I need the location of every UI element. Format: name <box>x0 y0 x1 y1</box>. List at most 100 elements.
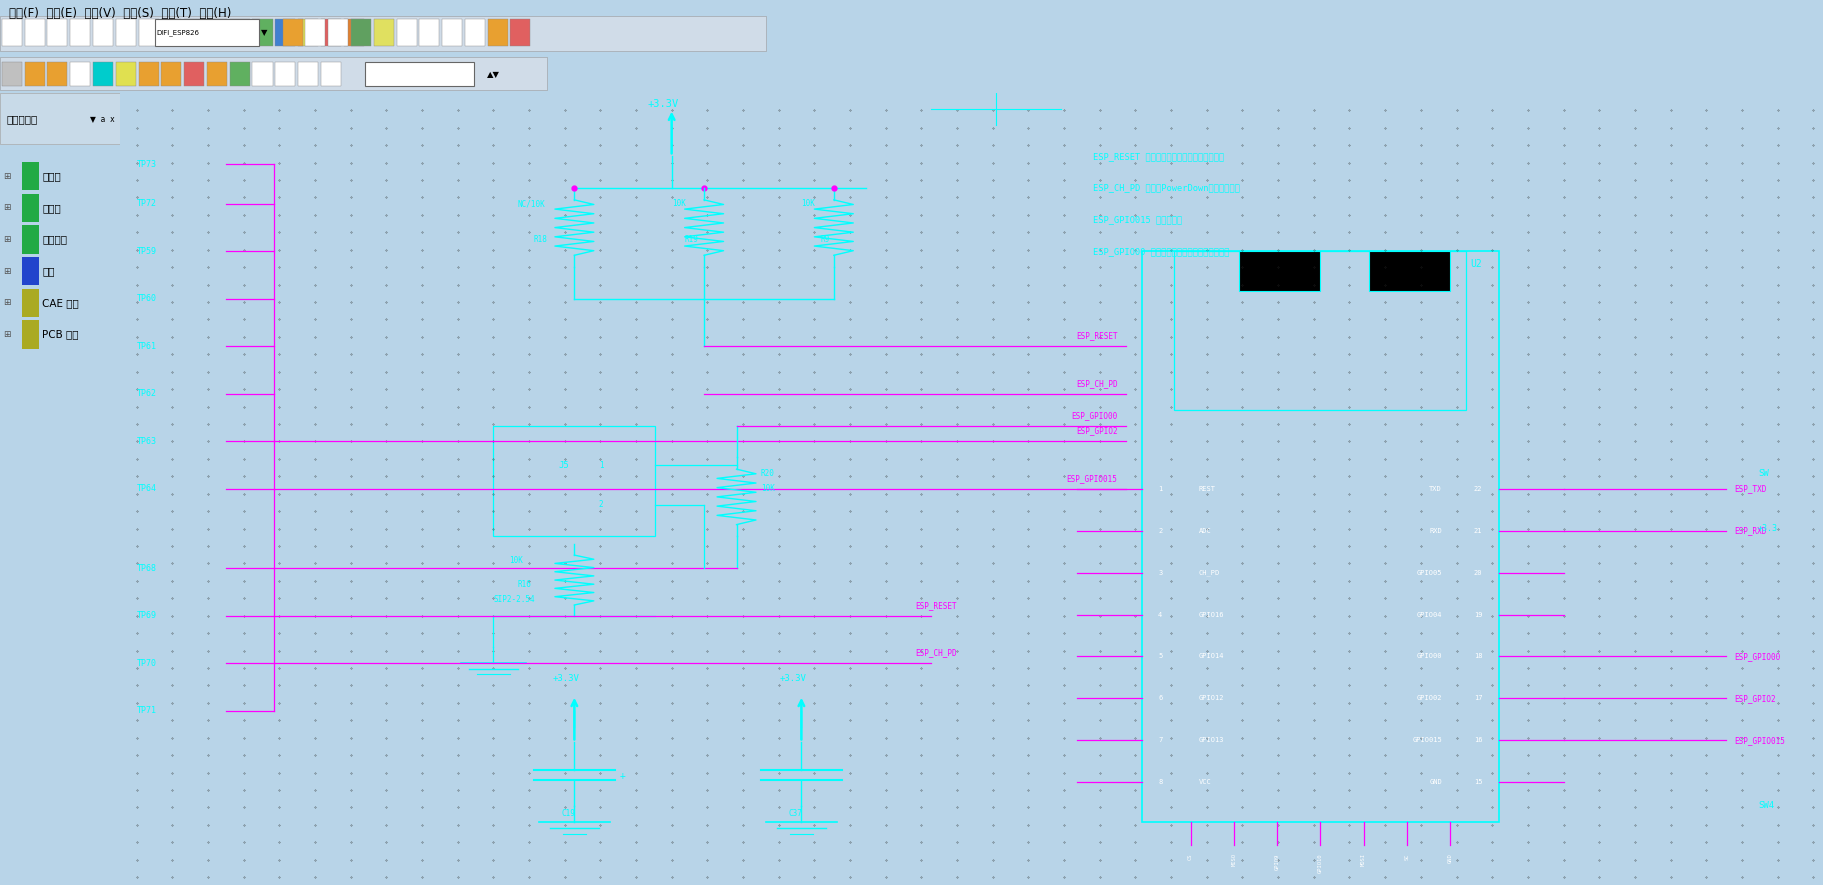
Bar <box>208 19 228 46</box>
Text: 10K: 10K <box>760 484 775 494</box>
Text: ESP_RXD: ESP_RXD <box>1734 527 1766 535</box>
Text: SW: SW <box>1757 469 1768 478</box>
Text: 10K: 10K <box>509 556 523 565</box>
Bar <box>489 19 507 46</box>
Text: U2: U2 <box>1471 259 1482 269</box>
Bar <box>22 162 38 190</box>
Text: ESP_CH_PD: ESP_CH_PD <box>1076 379 1117 388</box>
Text: +: + <box>620 771 625 781</box>
Bar <box>321 62 341 87</box>
Bar <box>230 62 250 87</box>
Text: R18: R18 <box>534 235 547 244</box>
Text: ESP_GPIO015: ESP_GPIO015 <box>1734 735 1785 744</box>
Text: 元件类型: 元件类型 <box>42 235 67 244</box>
Bar <box>71 62 91 87</box>
Bar <box>275 62 295 87</box>
Text: ESP_CH_PD: ESP_CH_PD <box>915 649 957 658</box>
Bar <box>162 19 182 46</box>
Text: TP68: TP68 <box>137 564 157 573</box>
Bar <box>365 62 474 87</box>
Bar <box>350 19 372 46</box>
Text: CS: CS <box>1189 853 1192 860</box>
Bar <box>26 19 44 46</box>
Text: GND: GND <box>1447 853 1453 863</box>
Text: 2: 2 <box>1158 527 1163 534</box>
Text: ESP_TXD: ESP_TXD <box>1734 484 1766 494</box>
Text: 10K: 10K <box>802 199 815 208</box>
Text: ESP_GPIO2: ESP_GPIO2 <box>1734 694 1776 703</box>
Text: ▲▼: ▲▼ <box>487 70 500 79</box>
Bar <box>22 225 38 254</box>
Text: VCC: VCC <box>1200 779 1212 785</box>
Text: 原理图: 原理图 <box>42 171 60 181</box>
Bar <box>139 19 159 46</box>
Text: GPIO16: GPIO16 <box>1200 612 1225 618</box>
Text: TP69: TP69 <box>137 612 157 620</box>
Text: ⊞: ⊞ <box>4 204 11 212</box>
Text: 8: 8 <box>1158 779 1163 785</box>
Bar <box>374 19 394 46</box>
Text: 19: 19 <box>1475 612 1482 618</box>
Text: ESP_RESET: ESP_RESET <box>915 601 957 610</box>
Text: 17: 17 <box>1475 696 1482 701</box>
Bar <box>162 62 182 87</box>
Bar <box>47 62 67 87</box>
Bar <box>208 62 228 87</box>
Text: CAE 封装: CAE 封装 <box>42 298 78 308</box>
Text: GND: GND <box>1429 779 1442 785</box>
Text: 1: 1 <box>1158 486 1163 492</box>
Bar <box>0 16 766 51</box>
Text: 项目浏览器: 项目浏览器 <box>5 114 36 124</box>
Bar <box>230 19 250 46</box>
Text: 21: 21 <box>1475 527 1482 534</box>
Text: +3.3: +3.3 <box>1757 524 1777 533</box>
Bar <box>328 19 348 46</box>
Text: TP70: TP70 <box>137 658 157 667</box>
Text: TP71: TP71 <box>137 706 157 715</box>
Text: ⊞: ⊞ <box>4 172 11 181</box>
Bar <box>117 62 137 87</box>
Text: 7: 7 <box>1158 737 1163 743</box>
Text: MOSI: MOSI <box>1362 853 1365 866</box>
Bar <box>494 426 656 536</box>
Text: 22: 22 <box>1475 486 1482 492</box>
Bar <box>93 19 113 46</box>
Bar <box>93 62 113 87</box>
Bar <box>0 93 120 144</box>
Bar <box>2 19 22 46</box>
Text: GPIO9: GPIO9 <box>1274 853 1280 870</box>
Text: SW4: SW4 <box>1757 801 1774 811</box>
Text: ⊞: ⊞ <box>4 235 11 244</box>
Bar <box>321 19 341 46</box>
Text: REST: REST <box>1200 486 1216 492</box>
Text: ESP_GPIO00: ESP_GPIO00 <box>1734 652 1779 661</box>
Text: ESP_GPIO00: ESP_GPIO00 <box>1072 411 1117 419</box>
Text: ESP_GPIO2: ESP_GPIO2 <box>1076 427 1117 435</box>
Bar <box>306 19 326 46</box>
Text: R9: R9 <box>820 235 829 244</box>
Bar <box>1174 251 1466 410</box>
Text: 10K: 10K <box>671 199 685 208</box>
Bar <box>419 19 439 46</box>
Text: ADC: ADC <box>1200 527 1212 534</box>
Text: MISO: MISO <box>1231 853 1236 866</box>
Bar <box>71 19 91 46</box>
Text: CH_PD: CH_PD <box>1200 569 1220 576</box>
Bar <box>47 19 67 46</box>
Bar <box>441 19 463 46</box>
Bar <box>139 62 159 87</box>
Bar <box>22 289 38 317</box>
Bar <box>275 19 295 46</box>
Bar <box>184 62 204 87</box>
Text: ESP_RESET 低电平复位，高电平工作（默认）: ESP_RESET 低电平复位，高电平工作（默认） <box>1094 152 1225 161</box>
Bar <box>22 257 38 285</box>
Text: 16: 16 <box>1475 737 1482 743</box>
Text: TP62: TP62 <box>137 389 157 398</box>
Text: GPIO13: GPIO13 <box>1200 737 1225 743</box>
Bar <box>1240 251 1320 291</box>
Bar <box>465 19 485 46</box>
Text: GPIO10: GPIO10 <box>1318 853 1323 873</box>
Text: R20: R20 <box>760 469 775 478</box>
Text: GPIO14: GPIO14 <box>1200 653 1225 659</box>
Text: 4: 4 <box>1158 612 1163 618</box>
